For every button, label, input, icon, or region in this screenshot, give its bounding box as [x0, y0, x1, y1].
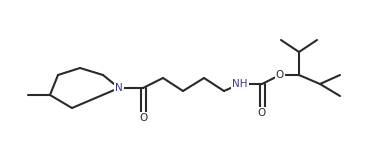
Text: NH: NH: [232, 79, 248, 89]
Text: O: O: [276, 70, 284, 80]
Text: N: N: [115, 83, 123, 93]
Text: O: O: [258, 108, 266, 118]
Text: O: O: [139, 113, 147, 123]
